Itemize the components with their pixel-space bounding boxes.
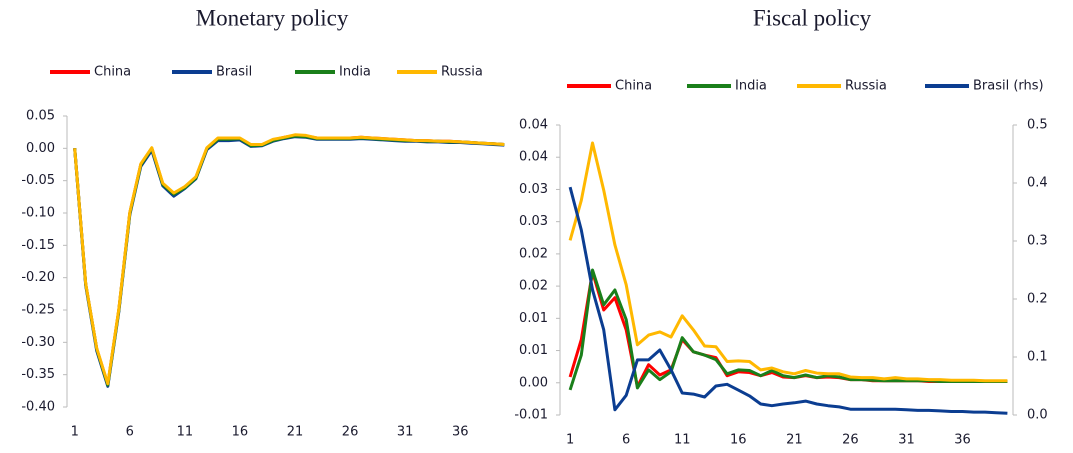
y-tick-label: -0.35 <box>21 367 55 382</box>
x-tick-label: 6 <box>126 425 134 440</box>
series-line <box>568 268 1008 391</box>
series-line <box>568 186 1008 415</box>
y2-tick-label: 0.0 <box>1027 408 1048 423</box>
legend-label: China <box>615 79 652 94</box>
y-tick-label: -0.05 <box>21 173 55 188</box>
x-tick-label: 1 <box>71 425 79 440</box>
x-tick-label: 11 <box>177 425 194 440</box>
y2-tick-label: 0.3 <box>1027 234 1048 249</box>
y2-tick-label: 0.2 <box>1027 292 1048 307</box>
x-tick-label: 26 <box>342 425 359 440</box>
x-tick-label: 6 <box>622 433 630 448</box>
series-line <box>568 141 1008 383</box>
x-tick-label: 31 <box>397 425 414 440</box>
y-tick-label: 0.01 <box>519 311 548 326</box>
x-tick-label: 11 <box>674 433 691 448</box>
y2-tick-label: 0.4 <box>1027 176 1048 191</box>
x-tick-label: 36 <box>954 433 971 448</box>
x-tick-label: 21 <box>287 425 304 440</box>
y-tick-label: -0.20 <box>21 270 55 285</box>
y-tick-label: 0.00 <box>519 375 548 390</box>
legend-label: Russia <box>441 65 483 80</box>
x-tick-label: 31 <box>898 433 915 448</box>
y-tick-label: -0.10 <box>21 206 55 221</box>
x-tick-label: 26 <box>842 433 859 448</box>
legend-label: India <box>735 79 767 94</box>
y-tick-label: -0.30 <box>21 335 55 350</box>
x-tick-label: 36 <box>452 425 469 440</box>
legend-label: Brasil <box>216 65 252 80</box>
x-tick-label: 21 <box>786 433 803 448</box>
legend-label: India <box>339 65 371 80</box>
series-line <box>73 133 505 386</box>
y-tick-label: 0.03 <box>519 182 548 197</box>
x-tick-label: 1 <box>566 433 574 448</box>
y2-tick-label: 0.5 <box>1027 118 1048 133</box>
chart-title: Monetary policy <box>196 5 349 30</box>
legend-label: China <box>94 65 131 80</box>
y-tick-label: 0.04 <box>519 118 548 133</box>
legend-label: Brasil (rhs) <box>973 79 1044 94</box>
x-tick-label: 16 <box>232 425 249 440</box>
chart-title: Fiscal policy <box>753 5 872 30</box>
y-tick-label: 0.00 <box>26 141 55 156</box>
y-tick-label: -0.25 <box>21 303 55 318</box>
y2-tick-label: 0.1 <box>1027 350 1048 365</box>
y-tick-label: 0.03 <box>519 214 548 229</box>
y-tick-label: 0.02 <box>519 246 548 261</box>
y-tick-label: 0.05 <box>26 109 55 124</box>
y-tick-label: -0.01 <box>514 408 548 423</box>
legend-label: Russia <box>845 79 887 94</box>
x-tick-label: 16 <box>730 433 747 448</box>
y-tick-label: 0.02 <box>519 279 548 294</box>
y-tick-label: -0.40 <box>21 400 55 415</box>
y-tick-label: 0.01 <box>519 343 548 358</box>
y-tick-label: -0.15 <box>21 238 55 253</box>
y-tick-label: 0.04 <box>519 150 548 165</box>
